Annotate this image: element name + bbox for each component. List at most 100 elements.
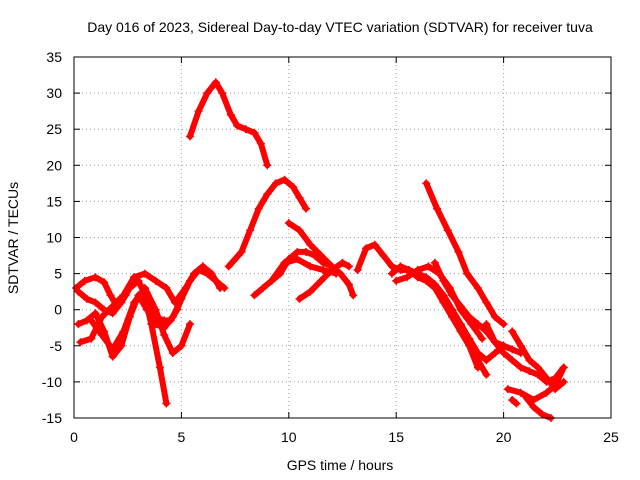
data-point: [226, 110, 235, 119]
data-point: [387, 262, 396, 271]
series-arc-10: [284, 219, 358, 300]
series-arc-17: [439, 291, 525, 365]
data-point: [130, 298, 139, 307]
data-point: [280, 175, 289, 184]
data-point: [218, 89, 227, 98]
data-point: [508, 327, 517, 336]
data-point: [392, 276, 401, 285]
data-point: [465, 312, 474, 321]
data-point: [338, 258, 347, 267]
data-series: [72, 78, 568, 422]
data-point: [108, 309, 117, 318]
data-point: [473, 363, 482, 372]
data-point: [87, 316, 96, 325]
data-point: [353, 265, 362, 274]
y-tick-label: 25: [46, 121, 62, 137]
data-point: [119, 327, 128, 336]
data-point: [525, 356, 534, 365]
data-point: [443, 226, 452, 235]
data-point: [241, 125, 250, 134]
data-point: [529, 403, 538, 412]
data-point: [482, 370, 491, 379]
data-point: [185, 320, 194, 329]
data-point: [344, 280, 353, 289]
x-tick-label: 20: [496, 429, 512, 445]
data-point: [284, 219, 293, 228]
data-point: [499, 320, 508, 329]
data-point: [538, 410, 547, 419]
data-point: [491, 338, 500, 347]
data-point: [91, 309, 100, 318]
data-point: [306, 287, 315, 296]
data-point: [259, 284, 268, 293]
data-point: [332, 269, 341, 278]
data-point: [319, 265, 328, 274]
data-point: [185, 132, 194, 141]
data-point: [499, 349, 508, 358]
data-point: [97, 312, 106, 321]
data-point: [542, 374, 551, 383]
data-point: [216, 284, 225, 293]
data-point: [533, 363, 542, 372]
data-point: [413, 273, 422, 282]
data-point: [422, 179, 431, 188]
data-point: [439, 276, 448, 285]
data-point: [82, 294, 91, 303]
data-point: [134, 276, 143, 285]
data-point: [151, 305, 160, 314]
data-point: [117, 341, 126, 350]
x-tick-label: 15: [388, 429, 404, 445]
data-point: [478, 334, 487, 343]
series-line: [440, 292, 524, 364]
chart-title: Day 016 of 2023, Sidereal Day-to-day VTE…: [87, 19, 593, 35]
series-arc-8: [87, 284, 194, 358]
x-axis-label: GPS time / hours: [287, 457, 394, 473]
y-tick-label: 0: [54, 302, 62, 318]
data-point: [250, 291, 259, 300]
data-point: [317, 276, 326, 285]
data-point: [491, 349, 500, 358]
data-point: [263, 161, 272, 170]
y-tick-label: 5: [54, 266, 62, 282]
data-point: [250, 128, 259, 137]
data-point: [151, 276, 160, 285]
data-point: [439, 291, 448, 300]
series-arc-3: [422, 179, 508, 329]
data-point: [267, 276, 276, 285]
data-point: [155, 363, 164, 372]
x-tick-label: 10: [281, 429, 297, 445]
data-point: [91, 273, 100, 282]
data-point: [306, 262, 315, 271]
data-point: [448, 305, 457, 314]
data-point: [349, 291, 358, 300]
data-point: [181, 284, 190, 293]
y-tick-label: -5: [50, 338, 63, 354]
data-point: [422, 276, 431, 285]
axis-ticks: 0 5 10 15 20 25 -15 -10 -5 0 5 10 15 20 25 30 35: [42, 49, 619, 445]
data-point: [301, 247, 310, 256]
data-point: [559, 377, 568, 386]
series-arc-22: [508, 395, 521, 408]
series-line: [285, 220, 357, 299]
data-point: [280, 258, 289, 267]
data-point: [295, 193, 304, 202]
series-line: [522, 393, 554, 421]
y-tick-label: 15: [46, 193, 62, 209]
data-point: [80, 276, 89, 285]
data-point: [263, 190, 272, 199]
y-tick-label: 20: [46, 157, 62, 173]
data-point: [433, 204, 442, 213]
x-tick-label: 5: [178, 429, 186, 445]
data-point: [482, 298, 491, 307]
data-point: [106, 291, 115, 300]
data-point: [108, 352, 117, 361]
y-tick-label: 35: [46, 49, 62, 65]
data-point: [402, 273, 411, 282]
data-point: [117, 298, 126, 307]
data-point: [97, 330, 106, 339]
x-tick-label: 0: [70, 429, 78, 445]
data-point: [211, 78, 220, 87]
data-point: [87, 334, 96, 343]
y-axis-label: SDTVAR / TECUs: [5, 182, 21, 294]
